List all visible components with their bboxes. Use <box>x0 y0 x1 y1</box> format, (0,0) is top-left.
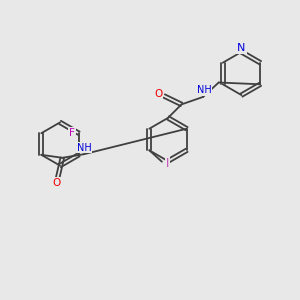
Text: NH: NH <box>76 142 91 153</box>
Text: I: I <box>166 157 169 170</box>
Text: F: F <box>69 128 75 138</box>
Text: N: N <box>237 43 246 53</box>
Text: O: O <box>154 88 162 99</box>
Text: NH: NH <box>197 85 212 95</box>
Text: O: O <box>52 178 60 188</box>
